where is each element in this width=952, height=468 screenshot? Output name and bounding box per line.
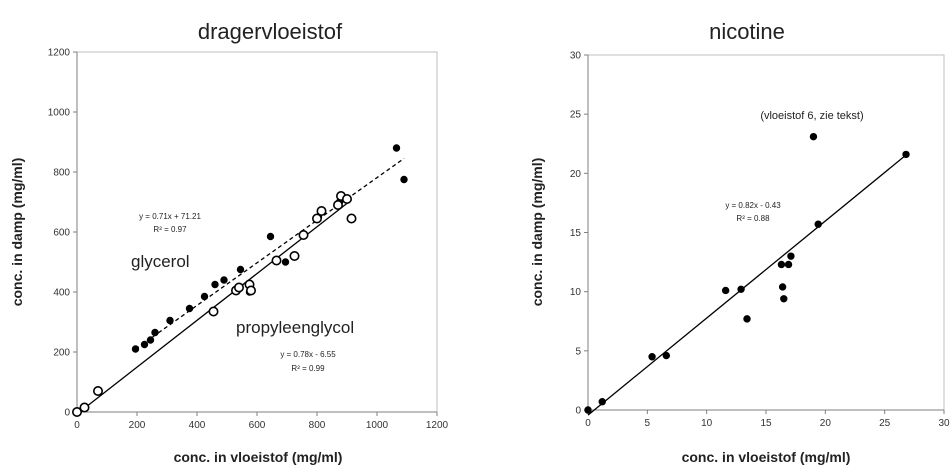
right-y-tick-label: 25 <box>570 110 582 121</box>
left-point-s0 <box>266 232 275 241</box>
right-x-tick-label: 15 <box>760 418 772 429</box>
right-r2: R² = 0.88 <box>736 214 770 223</box>
right-x-tick-label: 25 <box>879 418 891 429</box>
left-point-s0 <box>211 280 219 289</box>
left-point-s0 <box>151 328 159 337</box>
left-y-tick-label: 1200 <box>48 48 71 59</box>
left-point-s1 <box>79 402 90 413</box>
left-plot-border <box>76 51 438 413</box>
left-x-tick-label: 800 <box>309 420 326 431</box>
right-plot-area: 0 5 10 15 20 25 30 0 5 10 15 20 25 30 <box>570 51 950 430</box>
left-point-s1 <box>289 251 300 262</box>
left-point-s1 <box>271 255 282 266</box>
right-point-s0 <box>780 295 788 303</box>
right-x-axis-title: conc. in vloeistof (mg/ml) <box>682 449 851 465</box>
left-glycerol-label: glycerol <box>131 252 190 271</box>
right-y-tick-label: 30 <box>570 51 582 62</box>
left-point-s1 <box>234 282 245 293</box>
left-plot-area: 0 200 400 600 800 1000 1200 0 200 400 600 800 1000 12… <box>48 48 449 432</box>
left-propyleenglycol-r2: R² = 0.99 <box>291 364 325 373</box>
left-glycerol-r2: R² = 0.97 <box>153 225 187 234</box>
left-point-s1 <box>246 285 257 296</box>
right-annotation-vloeistof6: (vloeistof 6, zie tekst) <box>760 110 863 122</box>
left-propyleenglycol-equation: y = 0.78x - 6.55 <box>280 350 336 359</box>
left-point-s1 <box>298 230 309 241</box>
left-y-tick-label: 600 <box>53 228 70 239</box>
left-point-s0 <box>220 276 228 284</box>
right-point-s0 <box>902 150 910 159</box>
right-x-tick-label: 5 <box>645 418 651 429</box>
right-y-axis-title: conc. in damp (mg/ml) <box>529 158 545 307</box>
left-y-axis-title: conc. in damp (mg/ml) <box>9 158 25 307</box>
left-x-tick-label: 0 <box>74 420 80 431</box>
left-point-s0 <box>392 144 401 152</box>
right-y-tick-label: 5 <box>575 346 581 357</box>
right-x-tick-label: 10 <box>701 418 713 429</box>
left-x-tick-label: 1200 <box>426 420 449 431</box>
left-point-s1 <box>346 213 357 224</box>
left-point-s1 <box>332 200 343 211</box>
right-point-s0 <box>648 353 656 361</box>
left-point-s1 <box>316 206 327 217</box>
right-point-s0 <box>814 220 822 228</box>
left-x-tick-label: 400 <box>189 420 206 431</box>
left-propyleenglycol-label: propyleenglycol <box>236 318 354 337</box>
right-y-tick-label: 20 <box>570 169 582 180</box>
right-x-tick-label: 30 <box>938 418 950 429</box>
left-point-s1 <box>72 406 83 417</box>
left-point-s1 <box>341 194 352 205</box>
left-point-s0 <box>236 265 245 274</box>
right-point-s0 <box>721 286 730 295</box>
left-y-tick-label: 200 <box>53 348 70 359</box>
left-point-s0 <box>166 316 174 325</box>
right-y-tick-label: 10 <box>570 287 582 298</box>
left-point-s1 <box>311 213 322 224</box>
right-point-s0 <box>743 315 751 323</box>
left-point-s0 <box>146 336 155 344</box>
left-point-s1 <box>208 306 219 317</box>
right-point-s0 <box>787 252 795 260</box>
left-point-s0 <box>131 345 140 353</box>
right-point-s0 <box>598 398 606 406</box>
left-point-s1 <box>93 385 104 396</box>
left-x-tick-label: 600 <box>249 420 266 431</box>
right-x-tick-label: 20 <box>820 418 832 429</box>
left-point-s0 <box>185 304 194 313</box>
right-point-s0 <box>662 351 671 360</box>
right-point-s0 <box>777 260 786 269</box>
right-y-tick-label: 15 <box>570 228 582 239</box>
left-y-tick-label: 0 <box>64 408 70 419</box>
right-x-tick-label: 0 <box>585 418 591 429</box>
right-point-s0 <box>737 285 745 293</box>
right-chart-title: nicotine <box>709 19 785 44</box>
left-x-axis-title: conc. in vloeistof (mg/ml) <box>174 449 343 465</box>
left-glycerol-equation: y = 0.71x + 71.21 <box>139 212 201 221</box>
left-chart-title: dragervloeistof <box>198 19 343 44</box>
right-point-s0 <box>584 406 592 414</box>
right-point-s0 <box>784 260 793 269</box>
right-equation: y = 0.82x - 0.43 <box>725 201 781 210</box>
left-y-tick-label: 800 <box>53 168 70 179</box>
left-point-s0 <box>140 340 149 349</box>
left-point-s0 <box>400 175 408 184</box>
left-x-tick-label: 1000 <box>366 420 389 431</box>
left-y-tick-label: 1000 <box>48 108 71 119</box>
left-point-s0 <box>200 292 209 301</box>
right-trendline-0 <box>587 154 907 416</box>
left-point-s0 <box>281 258 290 266</box>
left-x-tick-label: 200 <box>129 420 146 431</box>
left-trendline-0 <box>135 157 405 350</box>
left-y-tick-label: 400 <box>53 288 70 299</box>
right-y-tick-label: 0 <box>575 406 581 417</box>
right-plot-border <box>587 54 945 411</box>
right-point-s0 <box>809 132 818 141</box>
right-point-s0 <box>778 283 787 291</box>
